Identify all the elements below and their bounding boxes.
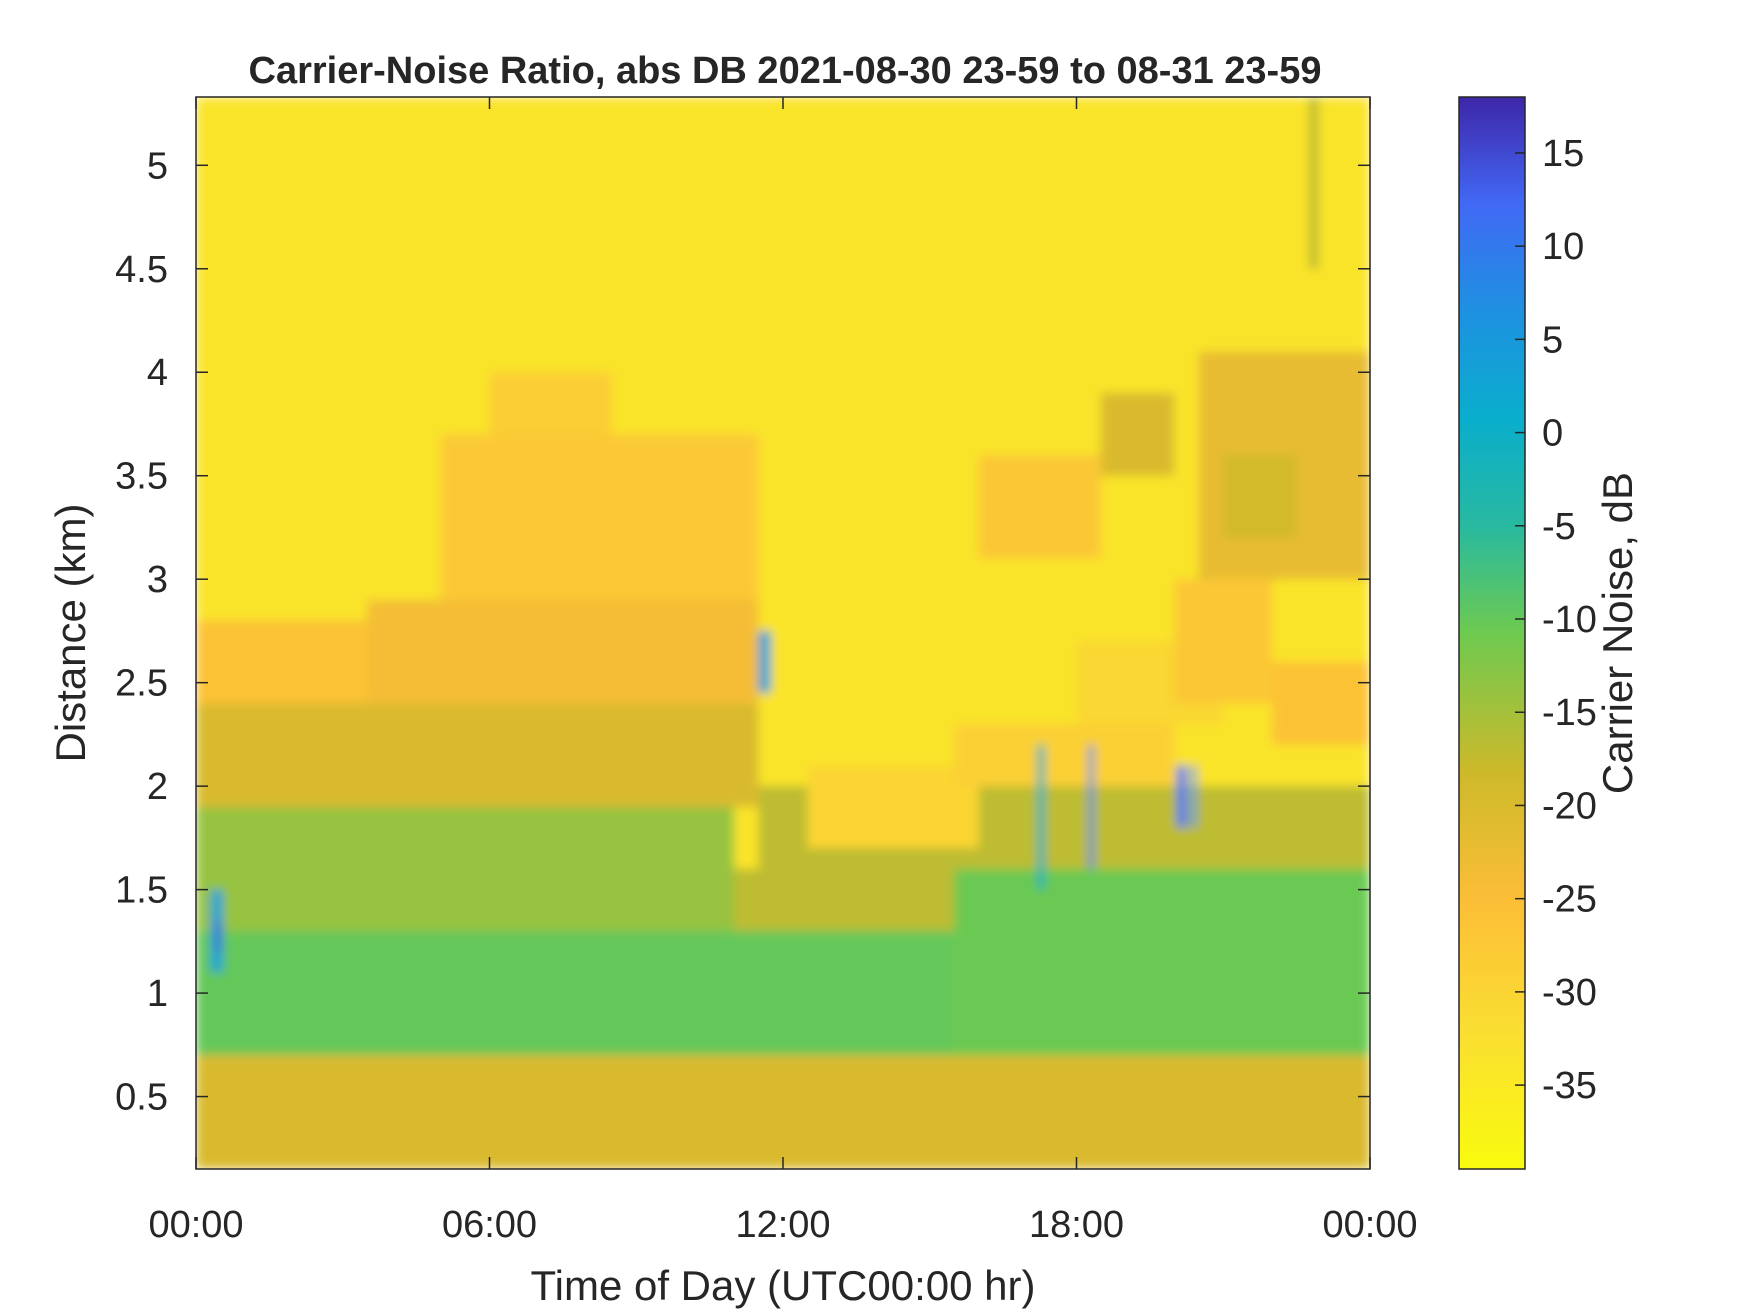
heatmap-cell: [1088, 744, 1094, 869]
heatmap-cell: [367, 599, 759, 704]
heatmap-cells: [196, 97, 1370, 1169]
x-tick-label: 00:00: [148, 1204, 243, 1246]
colorbar-tick-label: -5: [1542, 506, 1576, 548]
heatmap-cell: [1037, 744, 1045, 890]
heatmap-cell: [954, 868, 1370, 1056]
heatmap-cell: [954, 724, 1175, 787]
heatmap-cell: [1176, 765, 1187, 828]
colorbar-tick-label: 5: [1542, 319, 1563, 361]
heatmap-cell: [1272, 661, 1370, 745]
y-tick-label: 1.5: [115, 870, 168, 912]
y-axis: 0.5 1 1.5 2 2.5 3 3.5 4 4.5 5: [115, 145, 1370, 1119]
colorbar-tick-label: -35: [1542, 1065, 1597, 1107]
colorbar-tick-label: -10: [1542, 599, 1597, 641]
x-tick-label: 18:00: [1029, 1204, 1124, 1246]
colorbar-tick-label: -25: [1542, 879, 1597, 921]
heatmap-cell: [196, 931, 955, 1056]
heatmap-cell: [440, 434, 759, 600]
y-tick-label: 4: [147, 352, 168, 394]
x-tick-label: 06:00: [442, 1204, 537, 1246]
y-tick-label: 2: [147, 766, 168, 808]
heatmap-plot-area: [196, 97, 1370, 1169]
heatmap-cell: [758, 630, 771, 694]
x-tick-label: 00:00: [1322, 1204, 1417, 1246]
colorbar-axis: 15 10 5 0 -5 -10 -15 -20 -25 -30 -35: [1515, 133, 1597, 1107]
heatmap-cell: [1308, 97, 1319, 269]
heatmap-cell: [196, 806, 735, 932]
colorbar-tick-label: 15: [1542, 133, 1584, 175]
heatmap-cell: [978, 455, 1101, 559]
colorbar-tick-label: -20: [1542, 785, 1597, 827]
heatmap-cell: [1100, 392, 1175, 476]
heatmap-cell: [807, 765, 979, 849]
heatmap-cell: [196, 703, 759, 807]
heatmap-cell: [196, 1055, 1370, 1169]
y-tick-label: 5: [147, 145, 168, 187]
heatmap-cell: [489, 372, 612, 435]
heatmap-cell: [1174, 579, 1273, 704]
y-tick-label: 3.5: [115, 456, 168, 498]
colorbar-tick-label: -30: [1542, 972, 1597, 1014]
heatmap-cell: [1223, 455, 1297, 538]
colorbar-tick-label: 0: [1542, 413, 1563, 455]
colorbar-tick-label: 10: [1542, 226, 1584, 268]
heatmap-cell: [1191, 765, 1197, 828]
heatmap-cell: [196, 620, 368, 704]
colorbar-tick-label: -15: [1542, 692, 1597, 734]
y-tick-label: 3: [147, 559, 168, 601]
y-tick-label: 2.5: [115, 663, 168, 705]
heatmap-cell: [215, 920, 221, 952]
colorbar-label: Carrier Noise, dB: [1594, 472, 1641, 794]
chart-title: Carrier-Noise Ratio, abs DB 2021-08-30 2…: [249, 50, 1322, 92]
y-tick-label: 0.5: [115, 1077, 168, 1119]
heatmap-cell: [734, 868, 955, 932]
x-tick-label: 12:00: [735, 1204, 830, 1246]
y-tick-label: 4.5: [115, 249, 168, 291]
colorbar: [1458, 96, 1526, 1170]
y-axis-label: Distance (km): [47, 503, 94, 762]
x-axis: 00:00 06:00 12:00 18:00 00:00: [148, 97, 1418, 1246]
x-axis-label: Time of Day (UTC00:00 hr): [531, 1262, 1036, 1309]
y-tick-label: 1: [147, 973, 168, 1015]
